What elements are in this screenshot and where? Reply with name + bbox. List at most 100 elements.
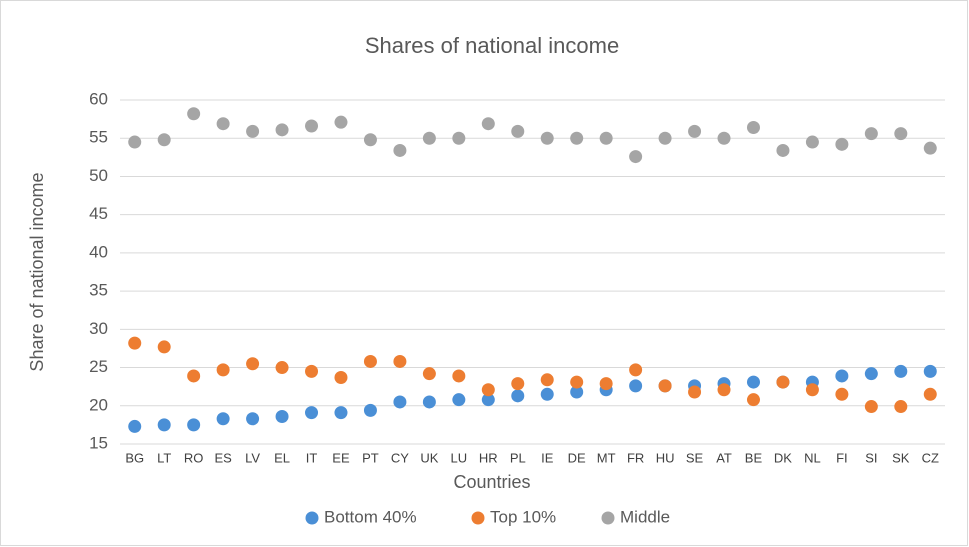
x-tick-label: HU: [656, 450, 675, 465]
point: [481, 393, 495, 407]
point: [629, 150, 643, 164]
point: [923, 364, 937, 378]
x-tick-label: HR: [479, 450, 498, 465]
point: [923, 387, 937, 401]
x-axis-label: Countries: [453, 472, 530, 492]
y-tick-label: 15: [89, 433, 108, 452]
point: [629, 379, 643, 393]
point: [570, 385, 584, 399]
point: [629, 363, 643, 377]
x-tick-label: FI: [836, 450, 848, 465]
point: [334, 115, 348, 129]
point: [363, 354, 377, 368]
legend-marker: [305, 511, 319, 525]
point: [216, 412, 230, 426]
point: [481, 117, 495, 131]
x-tick-label: SK: [892, 450, 910, 465]
legend-marker: [601, 511, 615, 525]
point: [481, 383, 495, 397]
point: [128, 336, 142, 350]
point: [511, 124, 525, 138]
point: [452, 369, 466, 383]
point: [835, 369, 849, 383]
point: [658, 379, 672, 393]
point: [923, 141, 937, 155]
point: [452, 393, 466, 407]
point: [805, 383, 819, 397]
point: [894, 400, 908, 414]
point: [275, 123, 289, 137]
point: [658, 131, 672, 145]
point: [894, 127, 908, 141]
y-tick-label: 60: [89, 89, 108, 108]
point: [246, 124, 260, 138]
point: [128, 419, 142, 433]
legend-marker: [471, 511, 485, 525]
point: [305, 364, 319, 378]
point: [422, 395, 436, 409]
x-tick-label: IT: [306, 450, 318, 465]
point: [805, 135, 819, 149]
point: [894, 364, 908, 378]
x-tick-label: LT: [157, 450, 171, 465]
point: [275, 409, 289, 423]
y-axis-label: Share of national income: [27, 172, 47, 371]
chart-title: Shares of national income: [365, 33, 619, 58]
y-tick-label: 55: [89, 128, 108, 147]
point: [363, 133, 377, 147]
y-tick-label: 50: [89, 166, 108, 185]
x-tick-label: PL: [510, 450, 526, 465]
x-tick-label: BE: [745, 450, 763, 465]
point: [540, 387, 554, 401]
point: [187, 369, 201, 383]
point: [688, 124, 702, 138]
point: [216, 363, 230, 377]
legend-label: Top 10%: [490, 507, 556, 526]
point: [157, 133, 171, 147]
legend-label: Bottom 40%: [324, 507, 417, 526]
point: [599, 131, 613, 145]
y-tick-label: 35: [89, 281, 108, 300]
point: [246, 357, 260, 371]
point: [746, 121, 760, 135]
x-tick-label: PT: [362, 450, 379, 465]
point: [363, 403, 377, 417]
point: [511, 389, 525, 403]
legend-label: Middle: [620, 507, 670, 526]
point: [570, 375, 584, 389]
point: [157, 418, 171, 432]
point: [422, 367, 436, 381]
point: [157, 340, 171, 354]
point: [599, 377, 613, 391]
y-tick-label: 40: [89, 242, 108, 261]
y-tick-label: 20: [89, 395, 108, 414]
point: [334, 370, 348, 384]
x-tick-label: FR: [627, 450, 644, 465]
y-tick-label: 30: [89, 319, 108, 338]
x-tick-label: CY: [391, 450, 409, 465]
point: [835, 387, 849, 401]
point: [452, 131, 466, 145]
x-tick-label: BG: [125, 450, 144, 465]
x-tick-label: ES: [214, 450, 232, 465]
point: [422, 131, 436, 145]
x-tick-label: AT: [716, 450, 732, 465]
point: [746, 393, 760, 407]
x-tick-label: NL: [804, 450, 821, 465]
point: [864, 127, 878, 141]
point: [216, 117, 230, 131]
point: [275, 361, 289, 375]
point: [864, 367, 878, 381]
point: [334, 406, 348, 420]
point: [540, 131, 554, 145]
point: [511, 377, 525, 391]
point: [570, 131, 584, 145]
y-tick-label: 45: [89, 204, 108, 223]
point: [776, 375, 790, 389]
x-tick-label: IE: [541, 450, 554, 465]
x-tick-label: MT: [597, 450, 616, 465]
x-tick-label: CZ: [922, 450, 939, 465]
x-tick-label: RO: [184, 450, 204, 465]
